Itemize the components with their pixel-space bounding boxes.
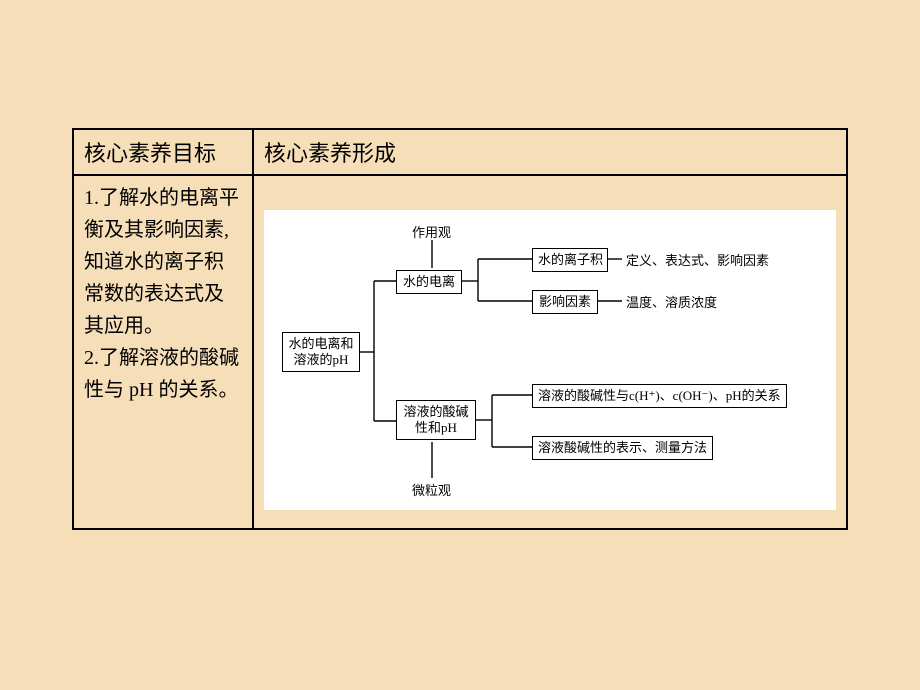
header-formation: 核心素养形成 xyxy=(253,129,847,175)
node-acid-base-ph: 溶液的酸碱 性和pH xyxy=(396,400,476,440)
core-table: 核心素养目标 核心素养形成 1.了解水的电离平衡及其影响因素,知道水的离子积常数… xyxy=(72,128,848,530)
goals-cell: 1.了解水的电离平衡及其影响因素,知道水的离子积常数的表达式及其应用。 2.了解… xyxy=(73,175,253,529)
node-ion-product: 水的离子积 xyxy=(532,248,608,272)
goals-text: 1.了解水的电离平衡及其影响因素,知道水的离子积常数的表达式及其应用。 2.了解… xyxy=(84,182,242,406)
node-relationship: 溶液的酸碱性与c(H⁺)、c(OH⁻)、pH的关系 xyxy=(532,384,787,408)
node-measurement: 溶液酸碱性的表示、测量方法 xyxy=(532,436,713,460)
node-acid-base-ph-text: 溶液的酸碱 性和pH xyxy=(403,404,468,435)
node-ion-product-text: 水的离子积 xyxy=(538,252,603,267)
header-goals: 核心素养目标 xyxy=(73,129,253,175)
label-factors-value: 温度、溶质浓度 xyxy=(626,292,717,311)
node-relationship-text: 溶液的酸碱性与c(H⁺)、c(OH⁻)、pH的关系 xyxy=(538,388,781,403)
node-factors-text: 影响因素 xyxy=(539,294,591,309)
concept-diagram: 水的电离和 溶液的pH 作用观 微粒观 水的电离 水的离子积 定义、表达式、影响… xyxy=(264,182,836,522)
node-measurement-text: 溶液酸碱性的表示、测量方法 xyxy=(538,440,707,455)
label-definition: 定义、表达式、影响因素 xyxy=(626,250,769,269)
diagram-cell: 水的电离和 溶液的pH 作用观 微粒观 水的电离 水的离子积 定义、表达式、影响… xyxy=(253,175,847,529)
label-bottom: 微粒观 xyxy=(412,480,451,499)
node-water-ionization-text: 水的电离 xyxy=(403,274,455,289)
node-factors: 影响因素 xyxy=(532,290,598,314)
node-root-text: 水的电离和 溶液的pH xyxy=(288,336,353,367)
label-top: 作用观 xyxy=(412,222,451,241)
node-root: 水的电离和 溶液的pH xyxy=(282,332,360,372)
node-water-ionization: 水的电离 xyxy=(396,270,462,294)
